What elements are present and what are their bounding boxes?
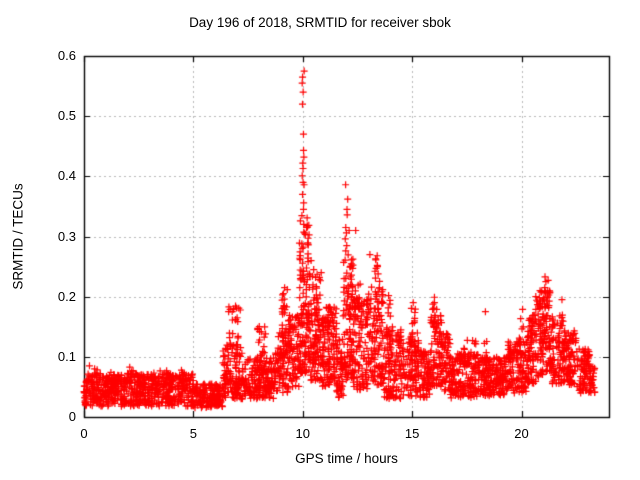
- x-tick-label: 0: [80, 426, 88, 441]
- x-tick-label: 5: [189, 426, 197, 441]
- y-tick-label: 0.5: [57, 108, 76, 124]
- chart-title: Day 196 of 2018, SRMTID for receiver sbo…: [189, 15, 451, 30]
- x-tick-label: 10: [295, 426, 310, 441]
- x-tick-label: 20: [514, 426, 529, 441]
- x-tick-label: 15: [404, 426, 420, 441]
- y-tick-label: 0.4: [57, 168, 76, 184]
- y-tick-label: 0.6: [57, 48, 76, 63]
- y-tick-label: 0: [68, 409, 76, 424]
- y-tick-label: 0.2: [57, 288, 76, 304]
- y-axis-label: SRMTID / TECUs: [10, 183, 26, 290]
- x-axis-label: GPS time / hours: [295, 451, 398, 466]
- y-tick-label: 0.1: [57, 348, 76, 364]
- y-tick-label: 0.3: [57, 228, 76, 244]
